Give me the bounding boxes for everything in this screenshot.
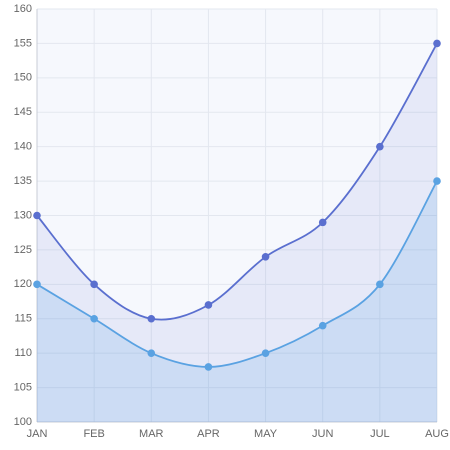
area (37, 181, 437, 422)
point (90, 314, 98, 323)
point (33, 211, 41, 220)
x-tick-label: AUG (425, 428, 449, 440)
x-tick-label: JUN (312, 428, 333, 440)
point (318, 321, 327, 330)
y-tick-label: 110 (14, 347, 32, 359)
y-tick-label: 155 (14, 37, 32, 49)
y-tick-label: 125 (14, 244, 32, 256)
x-tick-label: MAR (139, 428, 164, 440)
point (433, 39, 441, 48)
y-tick-label: 120 (14, 278, 32, 290)
point (261, 349, 270, 357)
y-tick-label: 130 (14, 209, 32, 221)
point (318, 218, 327, 227)
y-tick-label: 145 (14, 106, 32, 118)
y-tick-label: 105 (14, 381, 32, 393)
point (261, 252, 270, 261)
x-tick-label: JUL (370, 428, 390, 440)
x-tick-label: MAY (254, 428, 278, 440)
point (90, 280, 98, 289)
point (376, 280, 384, 289)
y-tick-label: 115 (14, 313, 32, 325)
x-tick-label: APR (197, 428, 220, 440)
y-tick-label: 160 (14, 3, 32, 15)
point (204, 363, 213, 371)
point (147, 349, 156, 357)
point (376, 142, 384, 151)
y-tick-label: 135 (14, 175, 32, 187)
point (433, 177, 441, 185)
point (33, 280, 41, 289)
y-tick-label: 150 (14, 72, 32, 84)
point (204, 301, 213, 309)
point (147, 314, 156, 323)
area (37, 43, 437, 423)
y-tick-label: 100 (14, 416, 32, 428)
x-tick-label: JAN (27, 428, 48, 440)
y-tick-label: 140 (14, 141, 32, 153)
x-tick-label: FEB (83, 428, 104, 440)
